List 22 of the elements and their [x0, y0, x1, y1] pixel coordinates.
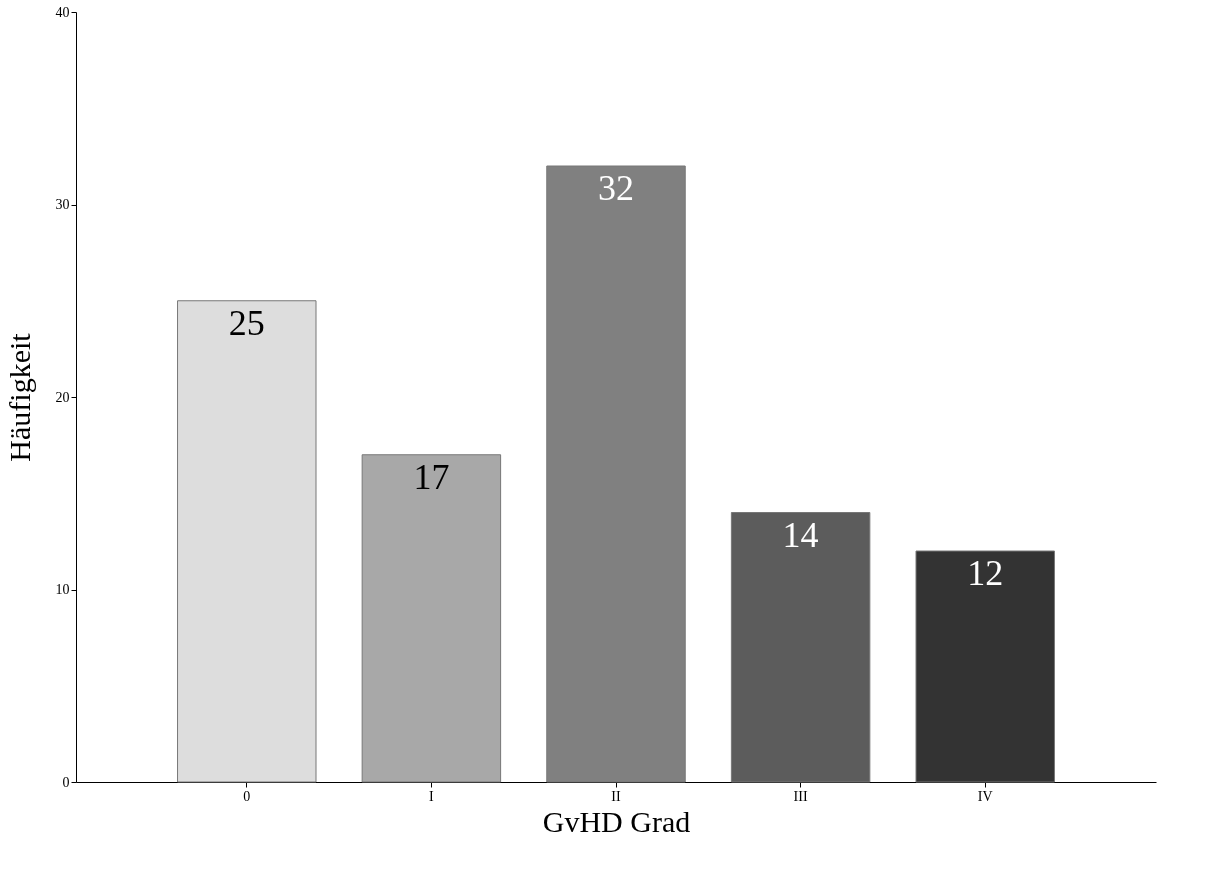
- data-label: 17: [413, 456, 450, 497]
- bar: [546, 165, 686, 783]
- y-tick-label: 0: [62, 774, 70, 790]
- data-label: 25: [228, 302, 265, 343]
- x-tick-label: I: [429, 788, 435, 804]
- x-tick-label: II: [611, 788, 621, 804]
- y-tick-label: 30: [55, 197, 70, 212]
- y-tick-label: 40: [55, 4, 70, 20]
- bar: [361, 454, 502, 783]
- bar: [915, 550, 1055, 783]
- y-axis-title: Häufigkeit: [2, 332, 36, 462]
- bar: [730, 512, 871, 783]
- x-tick-label: 0: [243, 788, 251, 804]
- bar: [177, 300, 317, 783]
- y-tick-label: 20: [55, 389, 70, 405]
- data-label: 32: [598, 168, 634, 208]
- x-tick-label: IV: [977, 788, 993, 804]
- x-tick-label: III: [793, 788, 808, 804]
- data-label: 12: [967, 553, 1004, 593]
- x-axis-title: GvHD Grad: [542, 804, 691, 838]
- data-label: 14: [782, 514, 819, 555]
- y-tick-label: 10: [55, 582, 70, 597]
